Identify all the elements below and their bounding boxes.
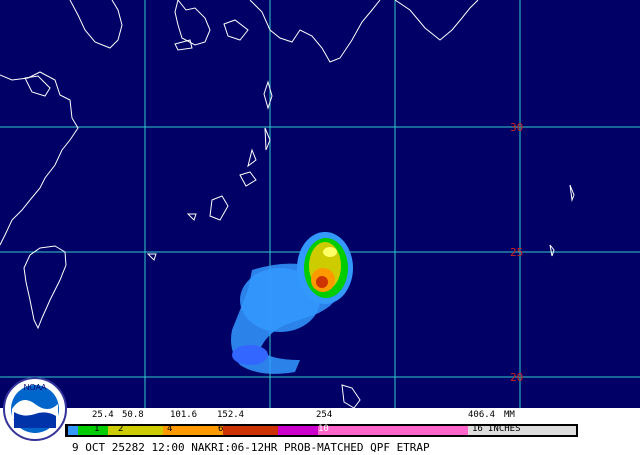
legend-in-1: 1 — [94, 424, 100, 434]
legend-swatch-6 — [318, 426, 468, 435]
legend-in-4: 4 — [167, 424, 173, 434]
status-product: 06-12HR PROB-MATCHED QPF ETRAP — [231, 441, 430, 454]
precip-core-red — [316, 276, 328, 288]
legend-swatch-1 — [78, 426, 108, 435]
status-time: 12:00 — [151, 441, 185, 454]
coastlines — [0, 0, 575, 409]
legend-in-unit: INCHES — [488, 424, 521, 434]
lat-label-20: 20 — [510, 371, 523, 384]
legend-swatch-3 — [163, 426, 223, 435]
amami-island — [239, 171, 257, 187]
lat-label-30: 30 — [510, 121, 523, 134]
status-date: 9 OCT — [72, 441, 106, 454]
shandong-coast — [24, 75, 51, 97]
shikoku-island — [223, 19, 249, 41]
honshu-east-coast — [394, 0, 479, 41]
legend-in-10: 10 — [318, 424, 329, 434]
lat-lon-grid — [0, 0, 640, 408]
legend-mm-101: 101.6 — [170, 410, 198, 420]
precip-core-bright — [323, 247, 337, 257]
logo-text: NOAA — [24, 383, 47, 392]
island-a — [264, 127, 271, 151]
legend-mm-406: 406.4 — [468, 410, 496, 420]
legend-in-2: 2 — [118, 424, 124, 434]
legend-mm-50: 50.8 — [122, 410, 144, 420]
okinawa-island — [209, 195, 229, 221]
lat-label-25: 25 — [510, 246, 523, 259]
logo-wave-icon — [14, 412, 56, 428]
legend-swatch-2 — [108, 426, 163, 435]
pacific-islet-b — [549, 244, 555, 257]
china-coast — [0, 71, 79, 246]
legend-mm-152: 152.4 — [217, 410, 245, 420]
pacific-islet-a — [569, 184, 575, 202]
legend-in-16: 16 — [472, 424, 483, 434]
legend-mm-25: 25.4 — [92, 410, 114, 420]
island-b — [247, 148, 257, 168]
status-bar: 9 OCT 25282 12:00 NAKRI:06-12HR PROB-MAT… — [0, 440, 640, 455]
korea-coast — [69, 0, 123, 49]
legend-mm-254: 254 — [316, 410, 333, 420]
legend-mm-unit: MM — [504, 410, 515, 420]
honshu-coast — [249, 0, 381, 63]
southern-islet — [341, 384, 361, 409]
legend-swatch-4 — [223, 426, 278, 435]
legend-swatch-7 — [468, 426, 576, 435]
qpf-precip-field — [231, 232, 353, 374]
kyushu-island — [174, 0, 211, 46]
status-code: 25282 — [111, 441, 145, 454]
izu-island — [263, 80, 273, 110]
legend-swatch-0 — [68, 426, 78, 435]
legend-swatch-5 — [278, 426, 318, 435]
legend-in-6: 6 — [218, 424, 224, 434]
miyako-island — [146, 253, 157, 261]
taiwan-island — [23, 245, 67, 330]
goto-island — [174, 39, 193, 51]
kerama-island — [186, 213, 197, 221]
status-storm: NAKRI — [191, 441, 225, 454]
noaa-logo: NOAA — [3, 377, 67, 441]
precip-core-south — [232, 345, 268, 365]
